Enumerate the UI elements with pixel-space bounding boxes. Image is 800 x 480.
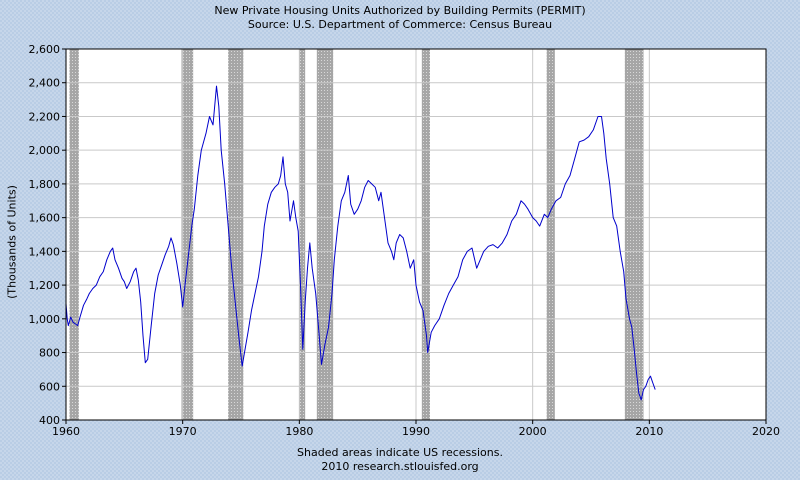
recession-band-0 [69,49,79,420]
y-axis-label: (Thousands of Units) [5,185,19,299]
gridlines [66,49,766,420]
y-axis-ticks: 400 600 800 1,000 1,200 1,400 1,600 1,800 2,000 2… [29,43,66,427]
y-tick-label-2: 800 [39,347,60,360]
y-tick-label-9: 2,200 [29,110,61,123]
credit-text: 2010 research.stlouisfed.org [321,460,479,473]
recession-bands [69,49,644,420]
x-tick-label-0: 1960 [52,425,80,438]
y-tick-label-7: 1,800 [29,178,61,191]
y-tick-label-3: 1,000 [29,313,61,326]
y-tick-label-4: 1,200 [29,279,61,292]
y-tick-label-1: 600 [39,380,60,393]
y-tick-label-6: 1,600 [29,212,61,225]
x-tick-label-5: 2010 [635,425,663,438]
recession-band-2 [228,49,244,420]
x-tick-label-1: 1970 [169,425,197,438]
recession-band-6 [546,49,555,420]
y-tick-label-11: 2,600 [29,43,61,56]
recession-note: Shaded areas indicate US recessions. [297,446,503,459]
chart-title: New Private Housing Units Authorized by … [214,4,586,17]
recession-band-4 [316,49,334,420]
x-tick-label-3: 1990 [402,425,430,438]
recession-band-1 [181,49,194,420]
x-axis-ticks: 1960 1970 1980 1990 2000 2010 2020 [52,420,780,438]
y-tick-label-8: 2,000 [29,144,61,157]
chart-source: Source: U.S. Department of Commerce: Cen… [247,18,553,31]
x-tick-label-4: 2000 [519,425,547,438]
y-tick-label-10: 2,400 [29,77,61,90]
plot-frame [65,48,767,421]
x-tick-label-6: 2020 [752,425,780,438]
series-layer [65,85,656,401]
recession-band-7 [624,49,644,420]
recession-band-3 [299,49,306,420]
chart-header: New Private Housing Units Authorized by … [0,4,800,32]
series-line-0 [65,85,656,401]
recession-band-5 [421,49,430,420]
chart-footer: Shaded areas indicate US recessions. 201… [0,446,800,474]
x-tick-label-2: 1980 [285,425,313,438]
y-tick-label-5: 1,400 [29,245,61,258]
y-tick-label-0: 400 [39,414,60,427]
